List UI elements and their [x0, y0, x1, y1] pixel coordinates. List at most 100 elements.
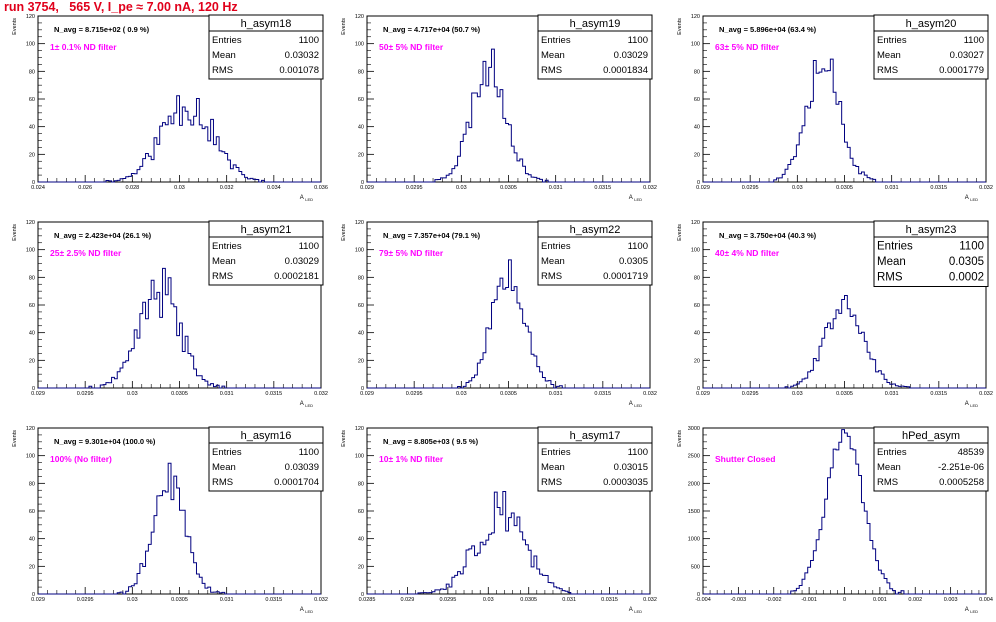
x-tick-label: 0.0305	[500, 185, 517, 191]
y-tick-label: 120	[355, 14, 364, 20]
stats-value: 1100	[628, 35, 648, 46]
x-tick-label: -0.001	[801, 597, 817, 603]
stats-value: 0.0001719	[603, 271, 648, 282]
stats-key: Mean	[877, 462, 901, 473]
histogram-panel-h_asym19: 0 20 40 60 80 100 120 0.029 0.0295 0.03 0.0305 0.03…	[341, 14, 657, 202]
stats-value: 0.0305	[619, 256, 648, 267]
x-tick-label: 0.031	[549, 185, 563, 191]
x-axis-title: A LED	[965, 195, 978, 202]
x-tick-label: 0.0315	[594, 391, 611, 397]
x-tick-label: -0.004	[695, 597, 711, 603]
navg-label: N_avg = 8.805e+03 ( 9.5 %)	[383, 437, 479, 446]
stats-key: RMS	[212, 65, 233, 76]
stats-value: 0.03039	[285, 462, 319, 473]
y-tick-label: 20	[694, 152, 700, 158]
y-tick-label: 40	[29, 125, 35, 131]
y-tick-label: 100	[355, 454, 364, 460]
x-axis-title: A LED	[629, 401, 642, 408]
y-tick-label: 3000	[688, 426, 700, 432]
histogram-name: h_asym22	[570, 224, 621, 236]
x-tick-label: 0.0315	[930, 185, 947, 191]
x-tick-label: 0.0295	[742, 391, 759, 397]
y-tick-label: 0	[32, 592, 35, 598]
y-tick-label: 100	[691, 42, 700, 48]
stats-key: Entries	[212, 241, 242, 252]
histogram-line	[703, 295, 986, 389]
x-tick-label: 0.0305	[171, 597, 188, 603]
stats-value: 0.0001779	[939, 65, 984, 76]
page-title: run 3754, 565 V, I_pe ≈ 7.00 nA, 120 Hz	[4, 0, 238, 14]
x-tick-label: 0.03	[483, 597, 494, 603]
histogram-name: h_asym21	[241, 224, 292, 236]
y-axis-title: Events	[12, 430, 18, 447]
y-tick-label: 0	[361, 180, 364, 186]
y-tick-label: 20	[358, 564, 364, 570]
y-tick-label: 120	[355, 426, 364, 432]
histogram-line	[367, 48, 650, 183]
navg-label: N_avg = 2.423e+04 (26.1 %)	[54, 231, 152, 240]
x-tick-label: 0.031	[885, 185, 899, 191]
x-tick-label: 0.03	[127, 391, 138, 397]
y-axis-title: Events	[677, 430, 683, 447]
y-tick-label: 100	[691, 248, 700, 254]
x-tick-label: 0.0315	[594, 185, 611, 191]
y-axis-title: Events	[677, 224, 683, 241]
y-axis-title: Events	[677, 18, 683, 35]
y-axis-title: Events	[12, 18, 18, 35]
y-tick-label: 20	[358, 358, 364, 364]
histogram-name: h_asym20	[906, 18, 957, 30]
histogram-panel-h_asym17: 0 20 40 60 80 100 120 0.0285 0.029 0.0295 0.03 0.03…	[341, 426, 657, 614]
x-tick-label: 0.0295	[742, 185, 759, 191]
stats-value: 1100	[299, 447, 319, 458]
y-axis-title: Events	[12, 224, 18, 241]
x-tick-label: 0.029	[31, 597, 45, 603]
filter-annotation: 79± 5% ND filter	[379, 248, 444, 258]
y-tick-label: 100	[26, 248, 35, 254]
stats-key: Entries	[541, 447, 571, 458]
stats-value: 0.0001704	[274, 477, 319, 488]
x-tick-label: 0.0295	[406, 185, 423, 191]
histogram-panel-h_asym21: 0 20 40 60 80 100 120 0.029 0.0295 0.03 0.0305 0.03…	[12, 220, 328, 408]
stats-value: 0.03027	[950, 50, 984, 61]
x-tick-label: 0.002	[908, 597, 922, 603]
x-tick-label: -0.003	[731, 597, 747, 603]
stats-key: Entries	[541, 35, 571, 46]
x-tick-label: 0.032	[220, 185, 234, 191]
y-tick-label: 100	[26, 454, 35, 460]
stats-box	[873, 236, 989, 287]
y-tick-label: 80	[29, 275, 35, 281]
stats-value: 0.0001834	[603, 65, 648, 76]
x-axis-title: A LED	[965, 607, 978, 614]
navg-label: N_avg = 8.715e+02 ( 0.9 %)	[54, 25, 150, 34]
stats-value: 0.03015	[614, 462, 648, 473]
histogram-panel-h_asym23: 0 20 40 60 80 100 120 0.029 0.0295 0.03 0.0305 0.03…	[677, 220, 993, 408]
x-tick-label: 0.0315	[265, 597, 282, 603]
y-tick-label: 40	[29, 331, 35, 337]
y-tick-label: 60	[358, 97, 364, 103]
navg-label: N_avg = 3.750e+04 (40.3 %)	[719, 231, 817, 240]
histogram-name: hPed_asym	[902, 430, 960, 442]
y-tick-label: 0	[361, 592, 364, 598]
x-tick-label: 0.031	[220, 391, 234, 397]
stats-value: 0.0002181	[274, 271, 319, 282]
x-axis-title: A LED	[629, 607, 642, 614]
y-tick-label: 60	[358, 303, 364, 309]
x-tick-label: 0.0295	[406, 391, 423, 397]
stats-key: Mean	[541, 50, 565, 61]
histogram-panel-h_asym18: 0 20 40 60 80 100 120 0.024 0.026 0.028 0.03 0.032 0…	[12, 14, 328, 202]
x-tick-label: 0.004	[979, 597, 993, 603]
stats-key: RMS	[877, 65, 898, 76]
stats-key: Entries	[877, 241, 913, 253]
navg-label: N_avg = 7.357e+04 (79.1 %)	[383, 231, 481, 240]
x-tick-label: 0.03	[792, 391, 803, 397]
y-tick-label: 1000	[688, 537, 700, 543]
stats-value: 1100	[964, 35, 984, 46]
stats-value: 0.03029	[614, 50, 648, 61]
stats-value: 1100	[628, 241, 648, 252]
filter-annotation: 1± 0.1% ND filter	[50, 42, 117, 52]
histogram-line	[38, 462, 321, 595]
histogram-name: h_asym18	[241, 18, 292, 30]
x-tick-label: 0	[843, 597, 846, 603]
y-tick-label: 40	[358, 537, 364, 543]
